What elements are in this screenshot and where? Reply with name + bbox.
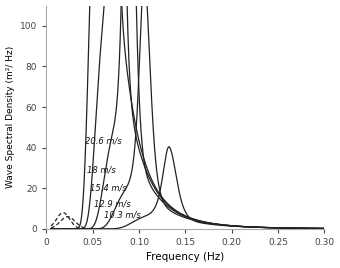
Text: 10.3 m/s: 10.3 m/s: [104, 211, 141, 220]
X-axis label: Frequency (Hz): Frequency (Hz): [146, 252, 224, 262]
Text: 15.4 m/s: 15.4 m/s: [90, 183, 127, 192]
Text: 18 m/s: 18 m/s: [87, 165, 116, 174]
Text: 20.6 m/s: 20.6 m/s: [85, 137, 122, 146]
Y-axis label: Wave Spectral Density (m²/ Hz): Wave Spectral Density (m²/ Hz): [5, 46, 15, 188]
Text: 12.9 m/s: 12.9 m/s: [94, 200, 131, 209]
